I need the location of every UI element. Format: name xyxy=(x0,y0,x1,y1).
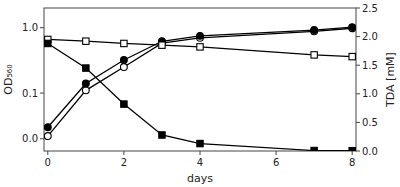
y2-axis-label: TDA [mM] xyxy=(384,52,397,108)
chart: 0 2 4 6 8 0.0 0.1 1.0 0.0 0.5 1.0 1.5 2.0 2.5 days OD₅₆… xyxy=(0,0,400,187)
point xyxy=(159,42,165,48)
y-tick-label: 1.0 xyxy=(22,22,38,33)
error-bar xyxy=(197,141,203,147)
plot-area xyxy=(44,24,355,151)
point xyxy=(349,53,355,59)
point xyxy=(44,124,51,131)
point xyxy=(83,65,89,71)
x-axis-label: days xyxy=(187,172,213,185)
point xyxy=(311,147,317,151)
x-tick-label: 0 xyxy=(45,157,51,168)
y2-tick-label: 2.5 xyxy=(362,3,378,14)
y2-tick xyxy=(356,151,360,152)
y-tick xyxy=(40,138,44,139)
x-tick-label: 4 xyxy=(197,157,203,168)
point xyxy=(311,27,318,34)
y2-tick-label: 0.0 xyxy=(362,146,378,157)
series-line xyxy=(48,39,352,56)
point xyxy=(121,57,128,64)
x-tick xyxy=(276,151,277,155)
x-tick xyxy=(47,151,48,155)
point xyxy=(197,44,203,50)
point xyxy=(83,38,89,44)
x-tick xyxy=(352,151,353,155)
y-axis-label: OD₅₆₀ xyxy=(2,64,15,95)
point xyxy=(82,87,89,94)
y2-tick-label: 0.5 xyxy=(362,117,378,128)
y2-tick xyxy=(356,8,360,9)
plot-frame xyxy=(44,8,356,151)
series-line xyxy=(48,28,352,136)
point xyxy=(121,40,127,46)
x-tick-label: 2 xyxy=(121,157,127,168)
point xyxy=(311,52,317,58)
point xyxy=(197,140,203,146)
y2-tick xyxy=(356,65,360,66)
y2-tick-label: 1.0 xyxy=(362,88,378,99)
y-tick xyxy=(40,93,44,94)
y-tick-label: 0.0 xyxy=(22,133,38,144)
series-line xyxy=(48,43,352,150)
point xyxy=(44,133,51,140)
y2-tick-label: 2.0 xyxy=(362,31,378,42)
point xyxy=(45,40,51,46)
y2-tick xyxy=(356,36,360,37)
x-tick-label: 8 xyxy=(349,157,355,168)
x-tick-label: 6 xyxy=(273,157,279,168)
point xyxy=(349,24,356,31)
point xyxy=(159,132,165,138)
point xyxy=(349,148,355,151)
y2-tick xyxy=(356,93,360,94)
y2-tick-label: 1.5 xyxy=(362,60,378,71)
y-tick-label: 0.1 xyxy=(22,88,38,99)
series-line xyxy=(48,27,352,127)
y2-tick xyxy=(356,122,360,123)
x-tick xyxy=(200,151,201,155)
point xyxy=(82,80,89,87)
point xyxy=(121,101,127,107)
y-tick xyxy=(40,27,44,28)
point xyxy=(121,64,128,71)
point xyxy=(197,32,204,39)
x-tick xyxy=(123,151,124,155)
